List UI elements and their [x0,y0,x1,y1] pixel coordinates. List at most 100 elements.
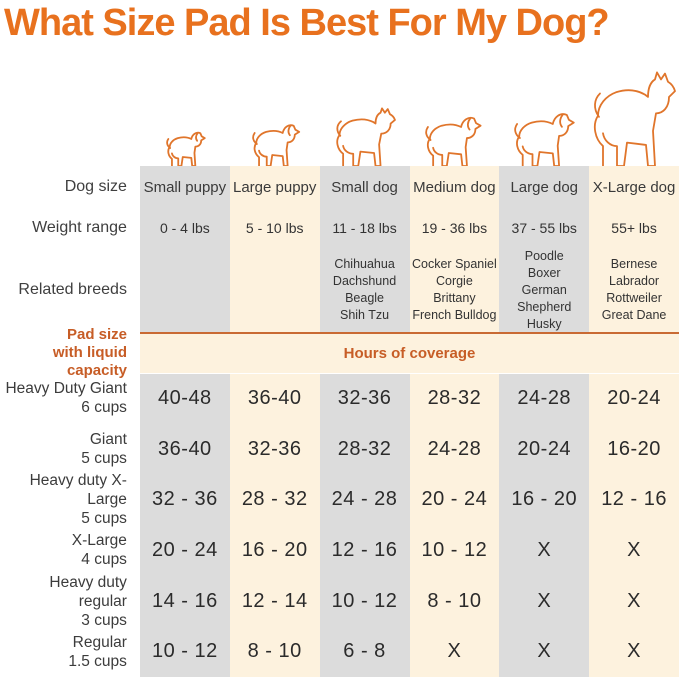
hours-cell: 36-40 [158,437,212,460]
dog-size-row: Dog size Small puppy Large puppy Small d… [0,166,679,208]
hours-cell: 20 - 24 [151,538,218,561]
hours-cell: 14 - 16 [151,589,218,612]
pad-row-label: Heavy duty X-Large 5 cups [0,472,140,527]
large-puppy-icon [252,124,300,166]
pad-name: X-Large [71,532,127,550]
x-large-dog-icon [593,71,677,166]
row-label-weight-range: Weight range [32,219,127,236]
pad-capacity: 6 cups [81,399,127,417]
hours-cell: 8 - 10 [427,589,482,612]
pad-row-label: Heavy duty regular 3 cups [0,574,140,629]
hours-cell: 6 - 8 [343,640,386,663]
hours-cell: X [537,538,552,561]
hours-cell: 12 - 16 [331,538,398,561]
hours-cell: 16 - 20 [241,538,308,561]
table-row: Regular 1.5 cups 10 - 12 8 - 10 6 - 8 X … [0,626,679,677]
hours-cell: 10 - 12 [421,538,488,561]
hours-cell: 16-20 [607,437,661,460]
large-dog-icon [514,113,575,166]
table-row: X-Large 4 cups 20 - 24 16 - 20 12 - 16 1… [0,525,679,576]
column-background [140,374,230,677]
hours-cell: 10 - 12 [151,640,218,663]
column-background [319,374,410,677]
medium-dog-icon [425,117,482,166]
pad-capacity: 1.5 cups [68,652,127,670]
pad-capacity: 4 cups [81,551,127,569]
pad-row-label: X-Large 4 cups [0,525,140,576]
pad-capacity: 3 cups [81,611,127,629]
pad-name: Heavy Duty Giant [5,380,127,398]
hours-cell: 24-28 [517,386,572,409]
weight-cell: 0 - 4 lbs [159,220,210,236]
breeds-cell: Cocker Spaniel Corgie Brittany French Bu… [412,257,497,322]
hours-cell: 12 - 14 [241,589,308,612]
pad-row-label: Regular 1.5 cups [0,626,140,677]
hours-cell: X [537,589,552,612]
hours-cell: 40-48 [158,386,212,409]
hours-cell: 36-40 [247,386,302,409]
table-row: Heavy duty regular 3 cups 14 - 16 12 - 1… [0,574,679,629]
column-background [499,166,590,332]
weight-range-row: Weight range 0 - 4 lbs 5 - 10 lbs 11 - 1… [0,208,679,248]
column-background [409,166,500,332]
row-label-dog-size: Dog size [64,178,127,195]
column-header-large-dog: Large dog [510,178,579,196]
pad-row-label: Heavy Duty Giant 6 cups [0,373,140,424]
hours-cell: X [627,640,641,663]
column-header-medium-dog: Medium dog [413,178,496,196]
weight-cell: 11 - 18 lbs [332,220,397,236]
hours-cell: X [627,538,641,561]
hours-cell: 28 - 32 [241,488,308,511]
pad-size-label: Pad size with liquid capacity [52,326,127,379]
hours-cell: 20 - 24 [421,488,488,511]
hours-cell: 10 - 12 [331,589,398,612]
hours-cell: 20-24 [517,437,572,460]
breeds-cell: Chihuahua Dachshund Beagle Shih Tzu [332,257,397,322]
hours-cell: 32-36 [247,437,302,460]
table-row: Giant 5 cups 36-40 32-36 28-32 24-28 20-… [0,424,679,475]
related-breeds-row: Related breeds Chihuahua Dachshund Beagl… [0,248,679,332]
hours-cell: X [447,640,462,663]
breeds-cell: Poodle Boxer German Shepherd Husky [517,248,572,331]
column-background [589,166,679,332]
pad-name: Regular [72,633,127,651]
hours-cell: 20-24 [607,386,661,409]
pad-name: Giant [89,431,127,449]
hours-cell: 16 - 20 [511,488,578,511]
column-background [140,166,230,332]
breeds-cell [140,248,230,332]
hours-cell: 12 - 16 [601,488,667,511]
column-header-large-puppy: Large puppy [233,178,317,196]
column-background [409,374,500,677]
table-row: Heavy Duty Giant 6 cups 40-48 36-40 32-3… [0,373,679,424]
pad-name: Heavy duty X-Large [29,472,127,509]
hours-cell: 24-28 [427,437,482,460]
coverage-band-row: Pad size with liquid capacity Hours of c… [0,326,679,379]
column-background [229,166,320,332]
page-title: What Size Pad Is Best For My Dog? [4,2,610,44]
pad-capacity: 5 cups [81,450,127,468]
column-header-x-large-dog: X-Large dog [592,178,676,196]
hours-cell: 8 - 10 [247,640,302,663]
column-background [499,374,590,677]
hours-cell: 28-32 [427,386,482,409]
hours-cell: 24 - 28 [331,488,398,511]
hours-cell: 32 - 36 [151,488,218,511]
column-background [229,374,320,677]
small-dog-icon [336,107,396,166]
table-row: Heavy duty X-Large 5 cups 32 - 36 28 - 3… [0,472,679,527]
column-header-small-dog: Small dog [331,178,398,196]
dog-size-illustrations [166,71,677,166]
weight-cell: 37 - 55 lbs [511,220,577,236]
hours-of-coverage-label: Hours of coverage [343,344,476,362]
hours-cell: X [537,640,552,663]
small-puppy-icon [166,132,206,166]
breeds-cell: Bernese Labrador Rottweiler Great Dane [601,257,667,322]
column-header-small-puppy: Small puppy [143,178,227,196]
weight-cell: 19 - 36 lbs [421,220,488,236]
coverage-band-background [140,334,679,373]
divider-line [140,332,679,334]
hours-cell: 32-36 [337,386,392,409]
weight-cell: 5 - 10 lbs [245,220,304,236]
